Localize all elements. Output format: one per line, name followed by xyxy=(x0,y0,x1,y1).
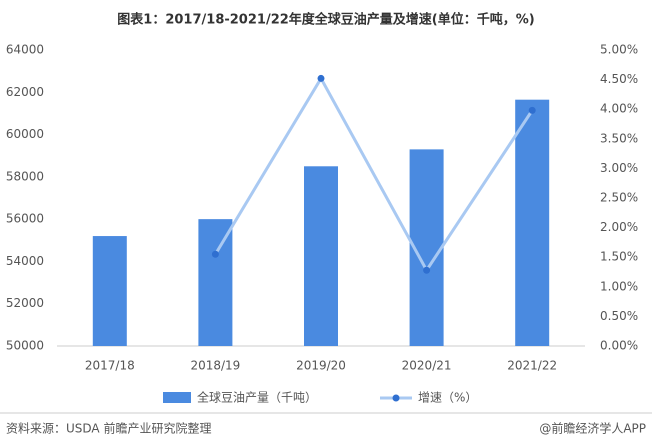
source: 资料来源：USDA 前瞻产业研究院整理 xyxy=(6,421,211,436)
legend-label: 全球豆油产量（千吨） xyxy=(197,390,317,405)
y-tick-label: 54000 xyxy=(6,254,44,268)
legend-swatch xyxy=(163,392,191,403)
y2-tick-label: 1.50% xyxy=(600,250,638,264)
bar xyxy=(515,99,550,346)
point xyxy=(317,74,325,82)
x-tick-label: 2018/19 xyxy=(190,359,240,373)
point xyxy=(423,266,431,274)
y-tick-label: 52000 xyxy=(6,296,44,310)
y-tick-label: 58000 xyxy=(6,169,44,183)
brand: @前瞻经济学人APP xyxy=(539,421,646,436)
point xyxy=(211,250,219,258)
y2-tick-label: 2.00% xyxy=(600,220,638,234)
y2-tick-label: 3.00% xyxy=(600,161,638,175)
legend-label: 增速（%） xyxy=(418,391,477,405)
bar xyxy=(92,236,127,346)
bar xyxy=(304,166,338,346)
y-tick-label: 56000 xyxy=(6,212,44,226)
y2-tick-label: 2.50% xyxy=(600,191,638,205)
chart-title: 图表1：2017/18-2021/22年度全球豆油产量及增速(单位：千吨，%) xyxy=(117,12,534,28)
y-tick-label: 64000 xyxy=(6,43,44,57)
y-tick-label: 60000 xyxy=(6,127,44,141)
x-tick-label: 2020/21 xyxy=(402,359,452,373)
y2-tick-label: 5.00% xyxy=(600,43,638,57)
y2-tick-label: 3.50% xyxy=(600,131,638,145)
bar xyxy=(198,219,233,346)
line xyxy=(214,75,534,274)
y2-tick-label: 0.50% xyxy=(600,309,638,323)
y-tick-label: 62000 xyxy=(6,85,44,99)
y2-tick-label: 1.00% xyxy=(600,279,638,293)
x-tick-label: 2021/22 xyxy=(507,359,557,373)
y-tick-label: 50000 xyxy=(6,339,44,353)
y2-tick-label: 0.00% xyxy=(600,339,638,353)
point xyxy=(528,106,536,114)
y2-tick-label: 4.50% xyxy=(600,72,638,86)
legend-swatch xyxy=(392,394,400,402)
y2-tick-label: 4.00% xyxy=(600,102,638,116)
x-tick-label: 2017/18 xyxy=(85,359,135,373)
x-tick-label: 2019/20 xyxy=(296,359,346,373)
